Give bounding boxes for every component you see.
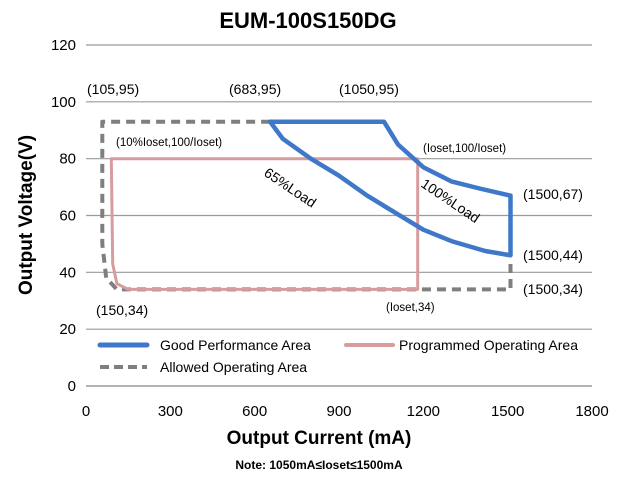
x-tick-label: 1500 <box>491 403 524 420</box>
x-tick-label: 1200 <box>407 403 440 420</box>
annotation-label: (1050,95) <box>339 81 399 97</box>
annotation-label: (105,95) <box>87 81 139 97</box>
y-tick-label: 0 <box>68 378 76 395</box>
note-text: Note: 1050mA≤Ioset≤1500mA <box>235 458 403 472</box>
annotation-label: (Ioset,34) <box>386 302 435 314</box>
annotation-label: (10%Ioset,100/Ioset) <box>116 137 222 149</box>
y-tick-labels: 0 20 40 60 80 100 120 <box>51 37 76 395</box>
annotation-label: (1500,67) <box>523 186 583 202</box>
y-tick-label: 40 <box>59 264 76 281</box>
x-tick-label: 0 <box>82 403 90 420</box>
series-allowed-operating-area <box>100 119 513 292</box>
y-tick-label: 120 <box>51 37 76 54</box>
x-tick-labels: 0 300 600 900 1200 1500 1800 <box>82 403 609 420</box>
legend: Good Performance Area Programmed Operati… <box>97 337 578 375</box>
x-tick-label: 300 <box>158 403 183 420</box>
annotation-label: 65%Load <box>261 164 319 210</box>
annotation-label: (683,95) <box>229 81 281 97</box>
x-axis-title: Output Current (mA) <box>227 428 412 449</box>
y-tick-label: 100 <box>51 94 76 111</box>
x-tick-label: 900 <box>326 403 351 420</box>
annotation-label: (Ioset,100/Ioset) <box>423 143 506 155</box>
y-tick-label: 20 <box>59 321 76 338</box>
annotation-label: (150,34) <box>96 302 148 318</box>
chart-title: EUM-100S150DG <box>219 8 396 33</box>
y-axis-title: Output Voltage(V) <box>16 135 37 295</box>
x-tick-label: 600 <box>242 403 267 420</box>
series-layer <box>100 119 513 292</box>
legend-label-programmed-operating: Programmed Operating Area <box>399 337 578 353</box>
x-tick-label: 1800 <box>575 403 608 420</box>
annotation-label: (1500,44) <box>523 247 583 263</box>
legend-label-allowed-operating: Allowed Operating Area <box>160 359 307 375</box>
legend-label-good-performance: Good Performance Area <box>160 337 311 353</box>
series-programmed-operating-area <box>109 157 420 291</box>
series-good-performance-area <box>267 119 513 258</box>
y-tick-label: 80 <box>59 151 76 168</box>
y-tick-label: 60 <box>59 208 76 225</box>
annotation-label: (1500,34) <box>523 281 583 297</box>
